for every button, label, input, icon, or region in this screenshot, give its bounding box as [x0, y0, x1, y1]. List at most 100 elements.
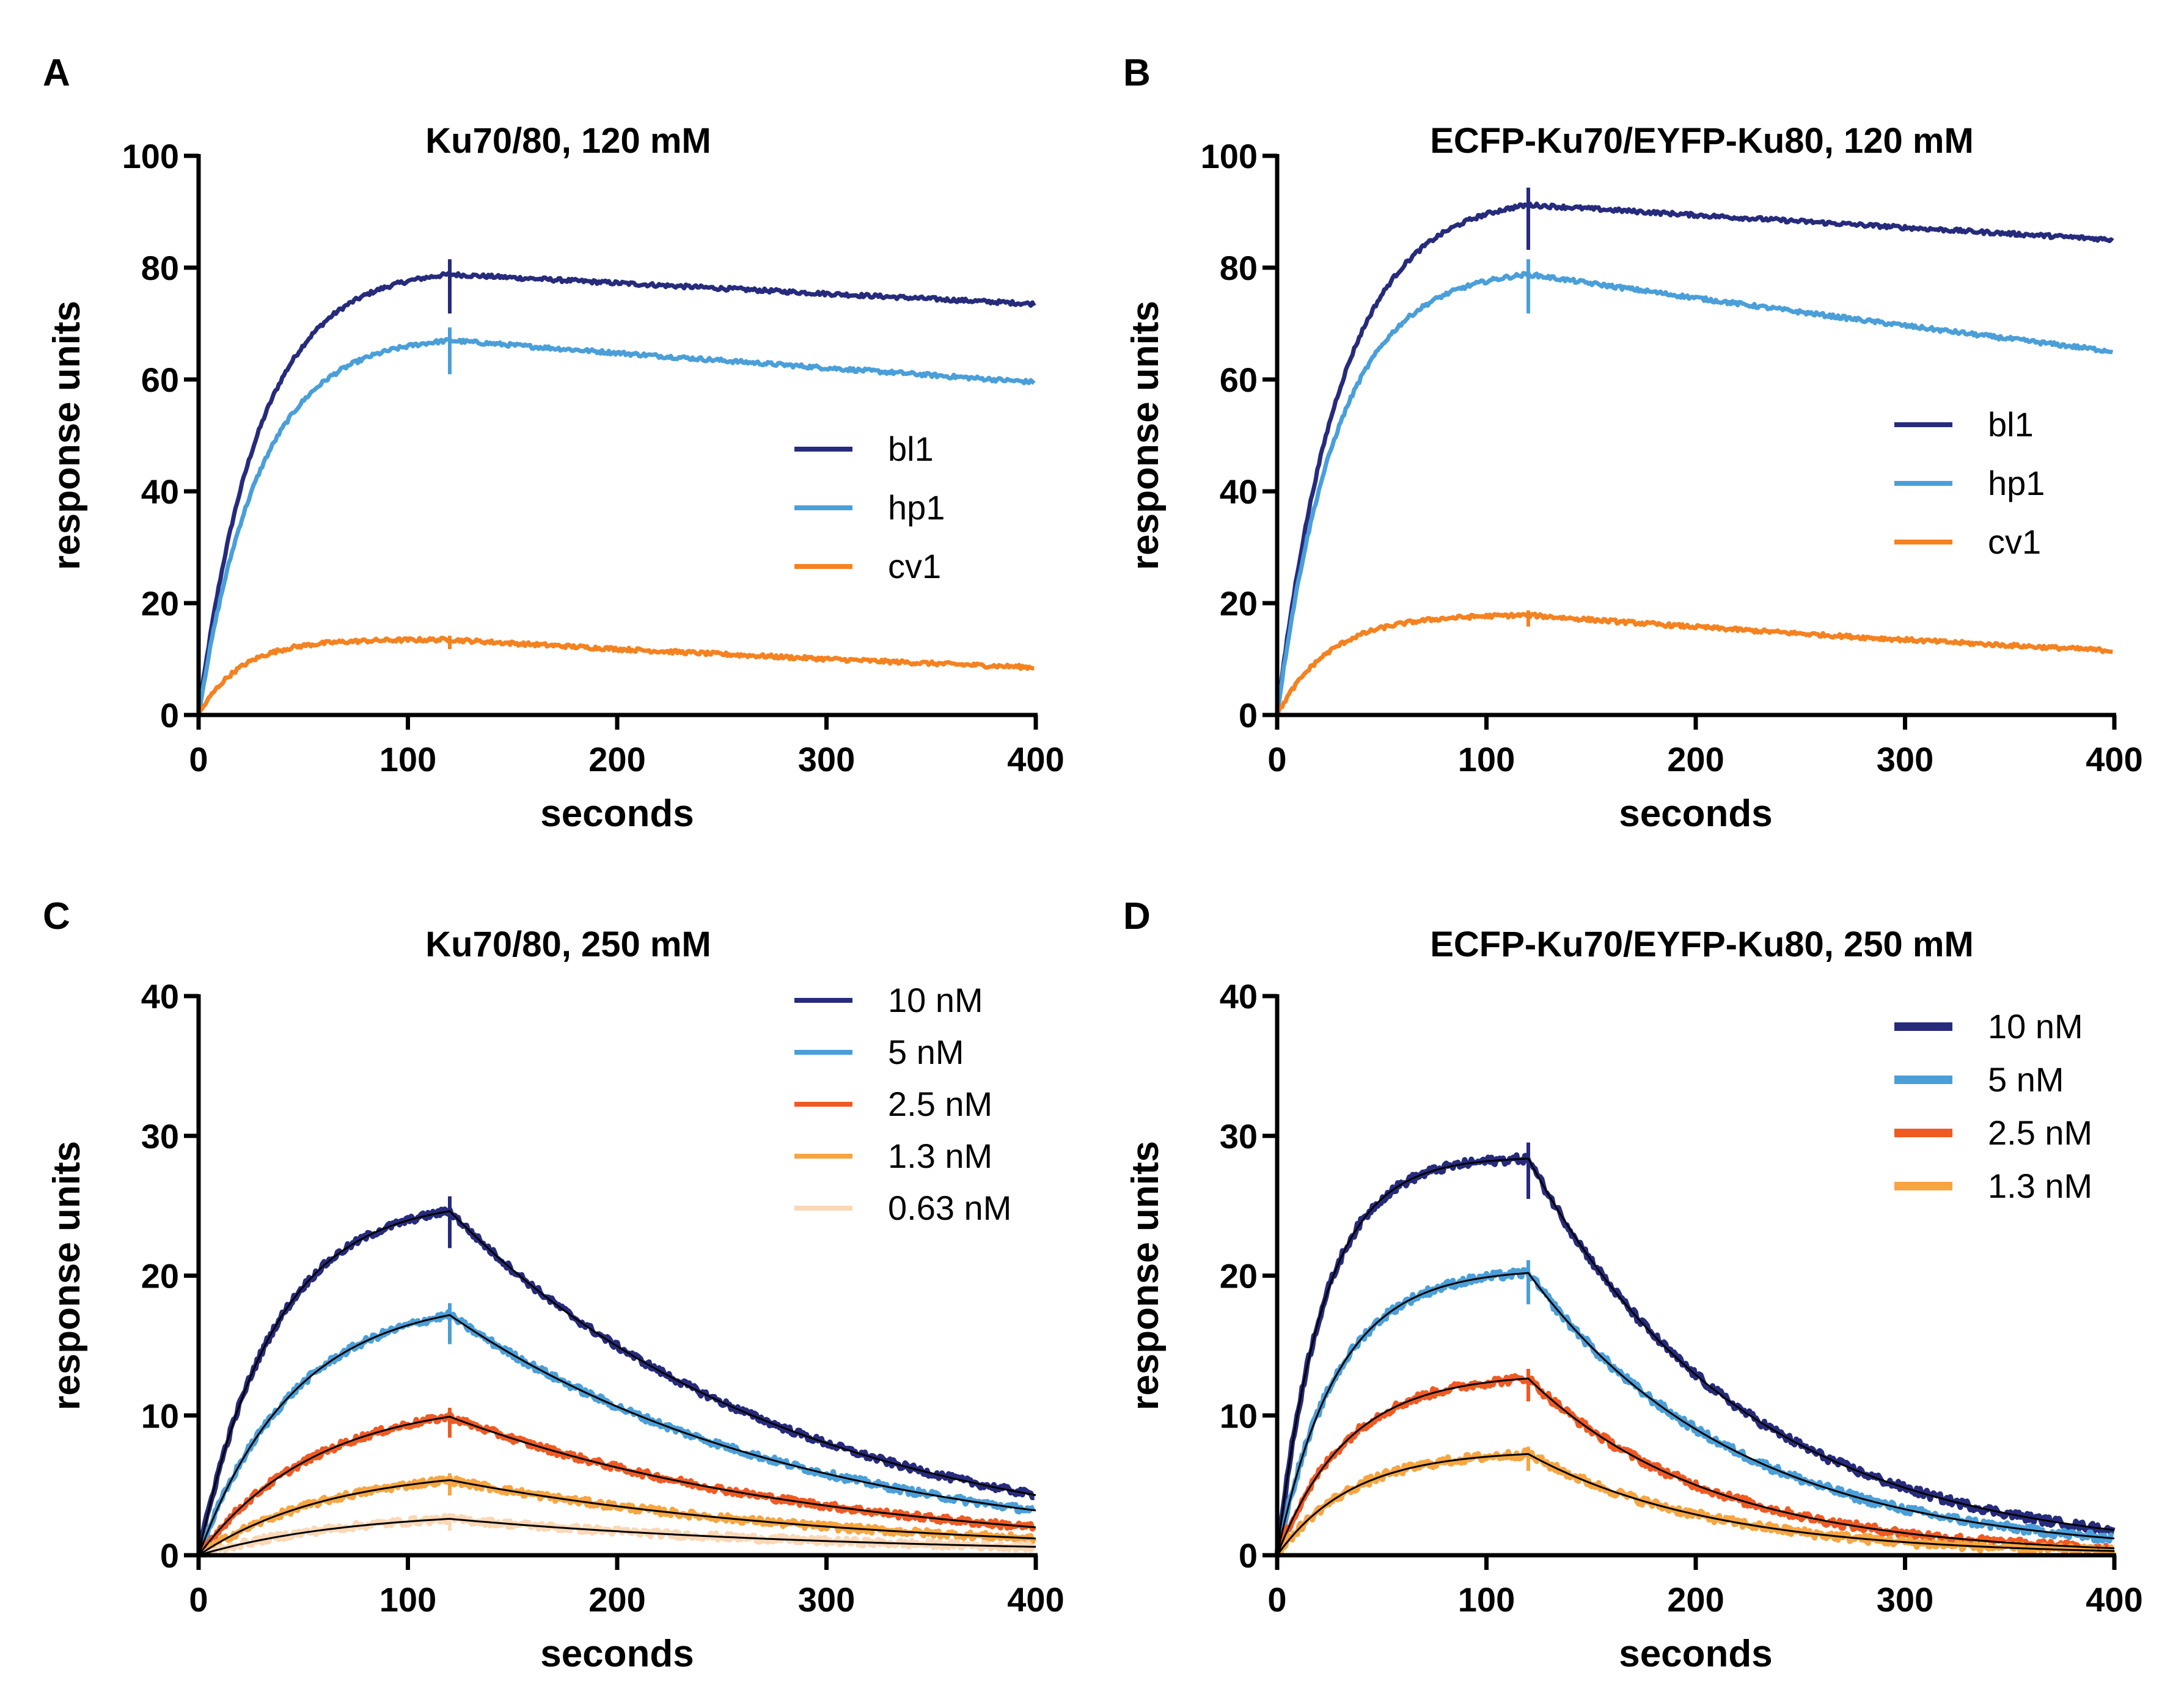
x-axis-label: seconds	[540, 793, 694, 835]
y-axis-label: response units	[46, 301, 88, 570]
legend-label: 0.63 nM	[888, 1189, 1011, 1227]
x-tick-label: 200	[588, 740, 645, 779]
legend-label: 1.3 nM	[1988, 1167, 2092, 1205]
chart-title: Ku70/80, 250 mM	[425, 925, 711, 964]
y-tick-label: 40	[1220, 472, 1258, 511]
legend-label: cv1	[1988, 522, 2041, 561]
series-line	[196, 1411, 1036, 1556]
legend: 10 nM 5 nM 2.5 nM 1.3 nM 0.63 nM	[794, 981, 1011, 1227]
chart-title: ECFP-Ku70/EYFP-Ku80, 250 mM	[1430, 925, 1974, 964]
fit-line	[198, 1517, 1036, 1556]
legend-label: bl1	[1988, 405, 2034, 444]
x-tick-label: 200	[1667, 740, 1724, 779]
x-tick-label: 400	[2086, 1580, 2142, 1619]
legend: bl1 hp1 cv1	[1894, 405, 2045, 561]
chart-title: ECFP-Ku70/EYFP-Ku80, 120 mM	[1430, 121, 1974, 161]
series-line	[196, 636, 1035, 716]
fit-line	[197, 1415, 1036, 1556]
fit-line	[1276, 1377, 2115, 1556]
series-line	[1275, 1447, 2116, 1558]
fit-line	[198, 1479, 1036, 1556]
x-axis-label: seconds	[1619, 1633, 1773, 1675]
series-line	[1275, 271, 2114, 716]
y-tick-label: 40	[1220, 977, 1258, 1016]
series-line	[196, 337, 1036, 716]
panel-letter: C	[43, 895, 70, 937]
x-tick-label: 0	[189, 1580, 208, 1619]
legend-label: hp1	[1988, 464, 2045, 502]
y-tick-label: 40	[141, 977, 179, 1016]
legend-label: 5 nM	[1988, 1060, 2064, 1099]
x-axis-label: seconds	[540, 1633, 694, 1675]
x-tick-label: 100	[1458, 740, 1515, 779]
y-tick-label: 20	[141, 1257, 179, 1296]
y-tick-label: 0	[160, 696, 179, 735]
legend-label: cv1	[888, 547, 941, 585]
panel-letter: B	[1123, 52, 1151, 94]
y-tick-label: 30	[141, 1117, 179, 1156]
legend-label: 10 nM	[888, 981, 983, 1019]
y-axis-label: response units	[46, 1141, 88, 1410]
y-tick-label: 30	[1220, 1117, 1258, 1156]
series-line	[1275, 611, 2113, 716]
fit-line	[197, 1314, 1036, 1556]
x-axis-label: seconds	[1619, 793, 1773, 835]
y-tick-label: 60	[1220, 361, 1258, 399]
x-tick-label: 200	[1667, 1580, 1724, 1619]
x-tick-label: 400	[2086, 740, 2142, 779]
fit-line	[1276, 1272, 2115, 1556]
y-tick-label: 20	[1220, 584, 1258, 623]
x-tick-label: 300	[798, 740, 855, 779]
legend-label: 2.5 nM	[1988, 1113, 2092, 1152]
x-tick-label: 400	[1007, 1580, 1064, 1619]
x-tick-label: 300	[1877, 1580, 1933, 1619]
series-line	[1275, 201, 2114, 716]
legend-label: 5 nM	[888, 1033, 964, 1071]
fit-line	[197, 1210, 1036, 1556]
legend-label: 10 nM	[1988, 1007, 2083, 1046]
series-line	[1274, 1152, 2116, 1556]
y-tick-label: 20	[141, 584, 179, 623]
x-tick-label: 0	[1267, 1580, 1286, 1619]
x-tick-label: 100	[379, 740, 436, 779]
fit-line	[1276, 1453, 2115, 1556]
y-tick-label: 0	[160, 1536, 179, 1575]
y-tick-label: 20	[1220, 1257, 1258, 1296]
series-line	[196, 1206, 1035, 1556]
x-tick-label: 0	[189, 740, 208, 779]
y-axis-label: response units	[1124, 1141, 1167, 1410]
y-tick-label: 100	[122, 137, 179, 175]
panel-letter: D	[1123, 895, 1151, 937]
legend-label: bl1	[888, 430, 934, 468]
panel-A: A Ku70/80, 120 mM 0 20 40 60 80 100 0 100 200 300 40…	[43, 52, 1065, 835]
x-tick-label: 100	[1458, 1580, 1515, 1619]
series-group	[1275, 187, 2114, 716]
y-tick-label: 40	[141, 472, 179, 511]
x-tick-label: 0	[1267, 740, 1286, 779]
y-axis-label: response units	[1124, 301, 1167, 570]
chart-title: Ku70/80, 120 mM	[425, 121, 711, 161]
x-tick-label: 400	[1007, 740, 1064, 779]
y-tick-label: 10	[1220, 1396, 1258, 1435]
y-tick-label: 10	[141, 1396, 179, 1435]
series-line	[196, 271, 1036, 715]
fit-line	[1276, 1157, 2115, 1556]
legend-label: 2.5 nM	[888, 1085, 992, 1123]
x-tick-label: 300	[798, 1580, 855, 1619]
panel-letter: A	[43, 52, 70, 94]
x-tick-label: 100	[379, 1580, 436, 1619]
legend: 10 nM 5 nM 2.5 nM 1.3 nM	[1894, 1007, 2092, 1205]
panel-B: B ECFP-Ku70/EYFP-Ku80, 120 mM 0 20 40 60 80 100…	[1123, 52, 2143, 835]
y-tick-label: 60	[141, 361, 179, 399]
legend: bl1 hp1 cv1	[794, 430, 945, 585]
y-tick-label: 80	[141, 249, 179, 287]
y-tick-label: 0	[1239, 696, 1258, 735]
y-tick-label: 80	[1220, 249, 1258, 287]
series-group	[1274, 1142, 2116, 1558]
y-tick-label: 0	[1239, 1536, 1258, 1575]
series-group	[196, 1196, 1037, 1558]
y-tick-label: 100	[1201, 137, 1258, 175]
